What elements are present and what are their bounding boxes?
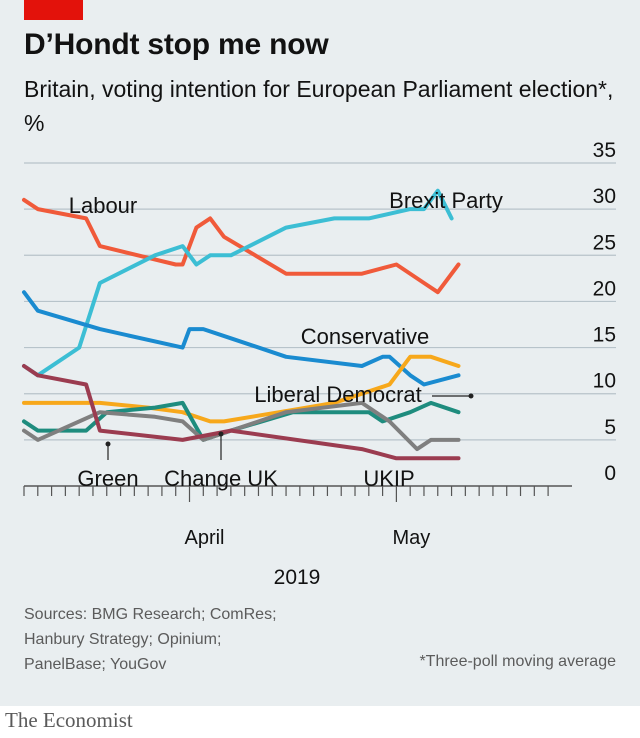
- series-line-ukip: [22, 364, 461, 461]
- series-label: Conservative: [301, 324, 429, 349]
- y-tick-label: 15: [593, 324, 616, 347]
- series-line-brexit-party: [22, 188, 454, 378]
- chart-card: D’Hondt stop me now Britain, voting inte…: [0, 0, 640, 706]
- x-tick-label: April: [184, 527, 224, 549]
- y-tick-label: 25: [593, 231, 616, 254]
- leader-dot: [105, 441, 111, 447]
- chart-subtitle: Britain, voting intention for European P…: [24, 76, 614, 136]
- footnote: *Three-poll moving average: [419, 653, 616, 670]
- line-chart: 0 5 10 15 20 25 30 35 April May 2019 Labour Brexit P…: [22, 140, 616, 589]
- sources-line: PanelBase; YouGov: [24, 656, 167, 673]
- x-tick-label: May: [392, 527, 430, 549]
- series-label: Change UK: [164, 466, 278, 491]
- sources-line: Sources: BMG Research; ComRes;: [24, 606, 277, 623]
- series-label: Liberal Democrat: [254, 382, 422, 407]
- sources-line: Hanbury Strategy; Opinium;: [24, 631, 222, 648]
- y-tick-label: 30: [593, 185, 616, 208]
- series-label: Labour: [69, 193, 138, 218]
- leader-dot: [218, 431, 224, 437]
- series-line-conservative: [22, 290, 461, 387]
- y-tick-label: 10: [593, 370, 616, 393]
- y-tick-label: 35: [593, 140, 616, 162]
- series-label: UKIP: [363, 466, 414, 491]
- y-tick-label: 0: [604, 462, 616, 485]
- series-line-green: [22, 400, 461, 442]
- chart-title: D’Hondt stop me now: [24, 28, 329, 61]
- sources-note: Sources: BMG Research; ComRes; Hanbury S…: [24, 602, 277, 677]
- series-line-labour: [22, 197, 461, 295]
- leader-dot: [468, 393, 474, 399]
- series-label: Green: [77, 466, 138, 491]
- red-tag-rectangle: [24, 0, 83, 20]
- y-tick-label: 5: [604, 416, 616, 439]
- series-label: Brexit Party: [389, 188, 503, 213]
- y-tick-label: 20: [593, 277, 616, 300]
- x-axis-label: 2019: [274, 566, 321, 589]
- brand-wordmark: The Economist: [5, 708, 133, 732]
- series-line-change-uk: [22, 400, 461, 452]
